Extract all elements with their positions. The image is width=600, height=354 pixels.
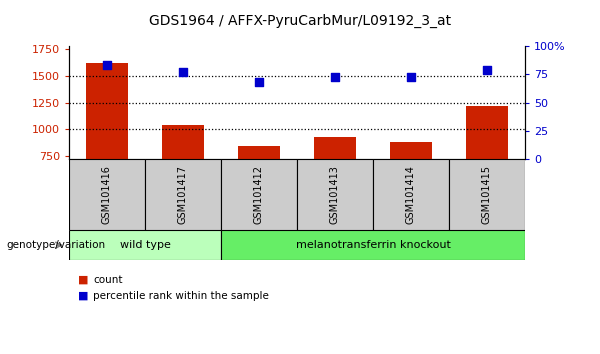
Bar: [162, 125, 204, 159]
Text: GSM101415: GSM101415: [482, 165, 492, 224]
Point: [254, 79, 264, 85]
Bar: [390, 142, 432, 159]
Text: percentile rank within the sample: percentile rank within the sample: [93, 291, 269, 301]
Point: [178, 69, 188, 75]
Text: GSM101414: GSM101414: [406, 165, 416, 224]
Text: genotype/variation: genotype/variation: [6, 240, 105, 250]
Bar: [373, 159, 449, 230]
Bar: [221, 230, 525, 260]
Bar: [69, 159, 145, 230]
Text: ■: ■: [78, 291, 89, 301]
Bar: [238, 147, 280, 159]
Text: GSM101412: GSM101412: [254, 165, 264, 224]
Bar: [69, 230, 221, 260]
Bar: [221, 159, 297, 230]
Bar: [449, 159, 525, 230]
Bar: [86, 63, 128, 159]
Text: wild type: wild type: [119, 240, 170, 250]
Text: ■: ■: [78, 275, 89, 285]
Bar: [297, 159, 373, 230]
Bar: [466, 106, 508, 159]
Bar: [145, 159, 221, 230]
Text: GSM101416: GSM101416: [102, 165, 112, 224]
Text: GSM101413: GSM101413: [330, 165, 340, 224]
Text: GDS1964 / AFFX-PyruCarbMur/L09192_3_at: GDS1964 / AFFX-PyruCarbMur/L09192_3_at: [149, 14, 451, 28]
Point: [406, 74, 416, 79]
Text: melanotransferrin knockout: melanotransferrin knockout: [296, 240, 451, 250]
Text: count: count: [93, 275, 122, 285]
Bar: [314, 137, 356, 159]
Point: [330, 74, 340, 79]
Point: [102, 62, 112, 68]
Text: GSM101417: GSM101417: [178, 165, 188, 224]
Point: [482, 67, 492, 73]
